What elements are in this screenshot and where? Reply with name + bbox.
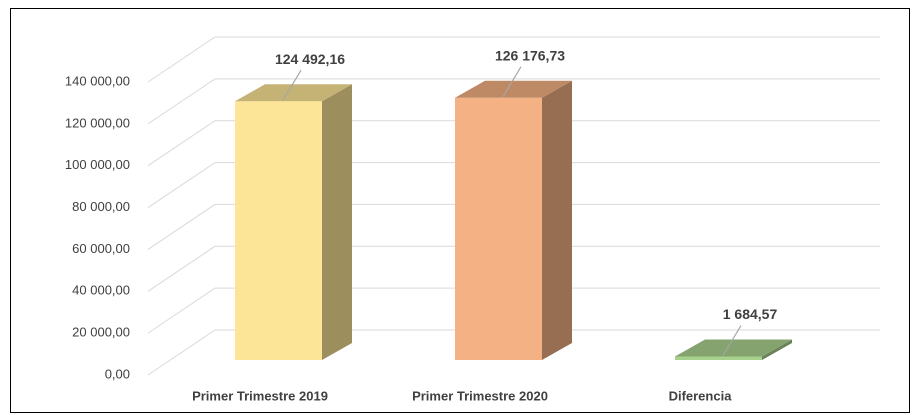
y-tick-label: 20 000,00 [72,325,130,340]
value-label: 124 492,16 [275,51,345,67]
y-tick-label: 40 000,00 [72,283,130,298]
x-tick-label: Primer Trimestre 2020 [412,388,548,403]
y-tick-label: 140 000,00 [65,73,130,88]
value-label: 1 684,57 [723,306,778,322]
bar-front [675,356,762,360]
bar-side [762,339,792,360]
x-tick-label: Diferencia [669,388,733,403]
leader-line [282,69,302,101]
bar-top [235,84,352,102]
bar-side [542,80,572,360]
y-tick-label: 80 000,00 [72,199,130,214]
bar-top [675,339,792,357]
grid-line [147,162,880,208]
bar-top [455,80,572,98]
bar-front [235,101,322,360]
grid-line [147,329,880,376]
y-tick-label: 120 000,00 [65,115,130,130]
grid-line [147,203,880,250]
grid-line [147,287,880,334]
leader-line [502,66,522,98]
grid-line [147,78,880,125]
value-label: 126 176,73 [495,47,565,63]
grid-line [147,245,880,292]
grid-line [147,120,880,167]
bar-front [455,97,542,360]
leader-line [722,325,742,356]
x-tick-label: Primer Trimestre 2019 [192,388,328,403]
y-tick-label: 0,00 [105,366,130,381]
bar-side [322,84,352,360]
y-tick-label: 60 000,00 [72,241,130,256]
grid-line [147,36,880,83]
y-tick-label: 100 000,00 [65,157,130,172]
